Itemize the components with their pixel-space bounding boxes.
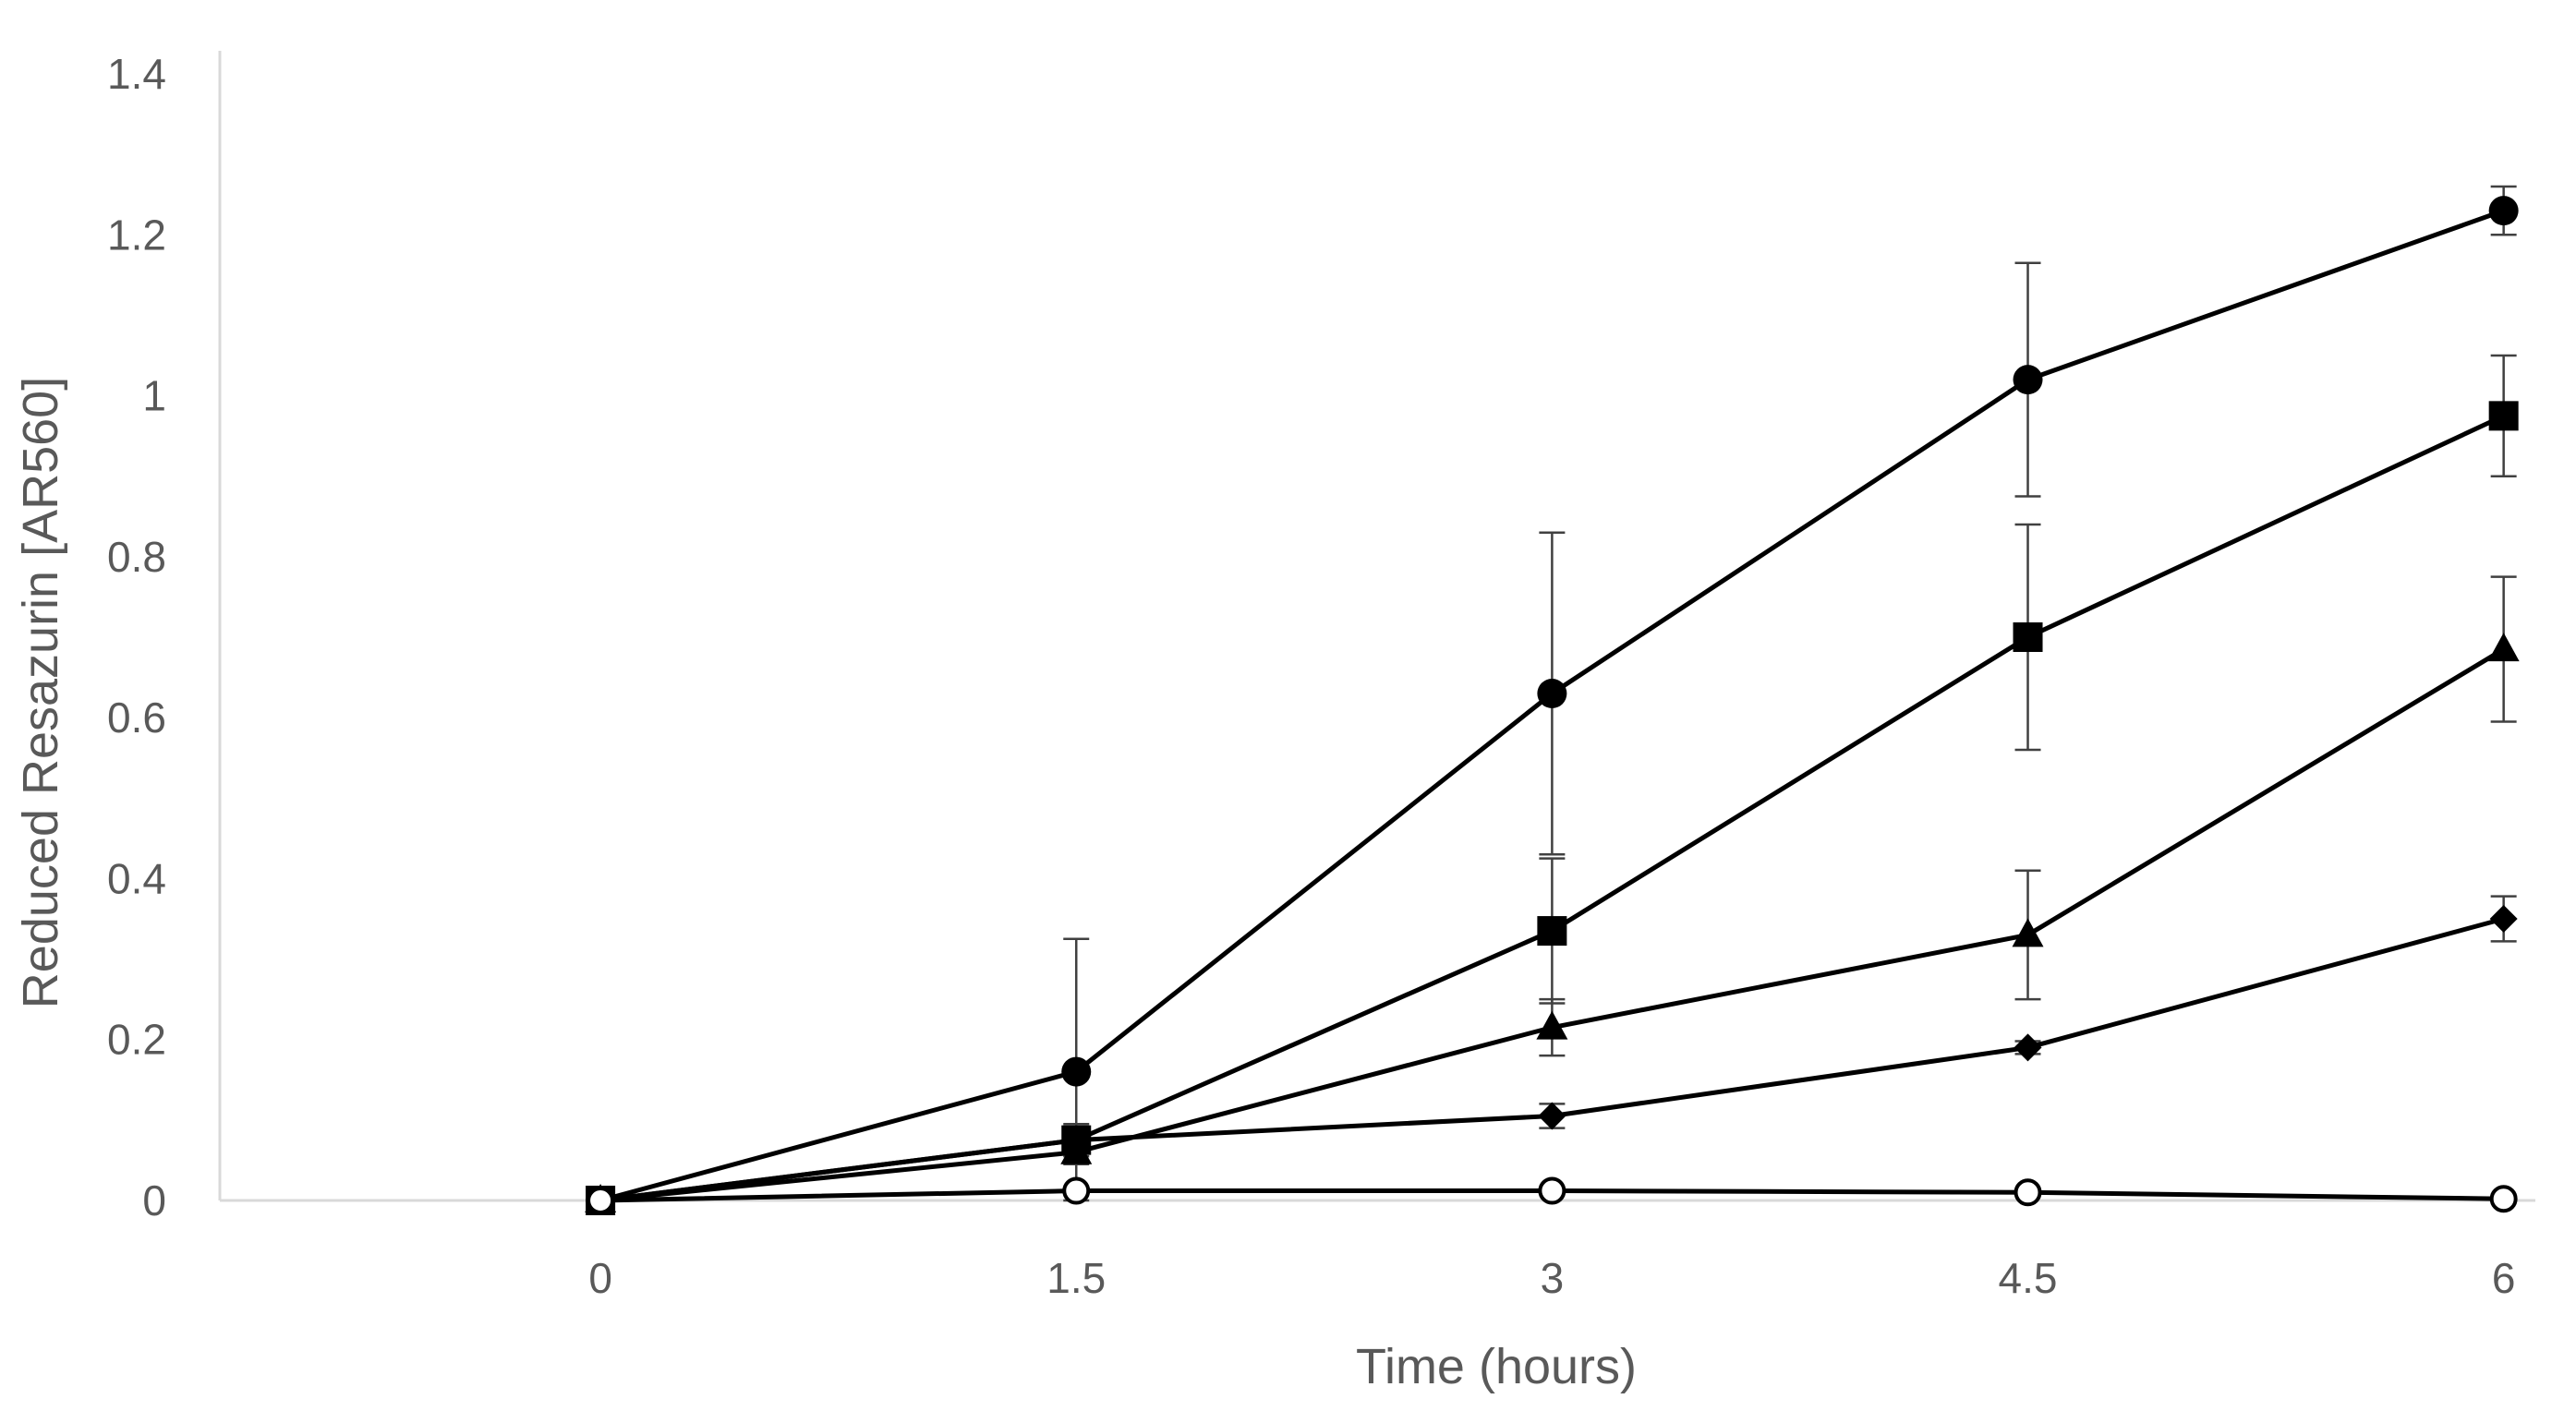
series-2-point xyxy=(1537,916,1567,947)
x-tick-labels: 0 1.5 3 4.5 6 xyxy=(588,1254,2515,1302)
series-5-point xyxy=(2489,1185,2518,1213)
y-tick-label: 0.4 xyxy=(107,854,166,902)
y-tick-label: 1.4 xyxy=(107,50,166,98)
x-axis-title: Time (hours) xyxy=(1356,1339,1637,1394)
series-2-point xyxy=(2488,401,2519,431)
series-5-point xyxy=(1538,1176,1566,1205)
series-1-point xyxy=(2013,365,2043,395)
axes xyxy=(218,51,2535,1202)
series-2-point xyxy=(2013,622,2043,652)
series-4-point xyxy=(1062,1126,1091,1154)
x-tick-label: 0 xyxy=(588,1254,612,1302)
series-markers xyxy=(585,196,2520,1215)
series-5-point xyxy=(587,1187,615,1214)
series-3-point xyxy=(2487,633,2520,662)
series-1-point xyxy=(1061,1056,1092,1087)
series-5-point xyxy=(1062,1176,1091,1205)
y-tick-label: 0 xyxy=(142,1176,166,1224)
series-1-point xyxy=(1537,679,1567,708)
y-tick-label: 0.8 xyxy=(107,533,166,581)
series-4-point xyxy=(2014,1033,2042,1062)
series-4-point xyxy=(2489,905,2518,933)
y-tick-label: 1 xyxy=(142,372,166,420)
x-tick-label: 6 xyxy=(2492,1254,2516,1302)
y-tick-label: 0.6 xyxy=(107,693,166,742)
series-3-point xyxy=(1536,1010,1568,1040)
y-tick-label: 1.2 xyxy=(107,211,166,259)
series-3-point xyxy=(2012,918,2044,947)
y-axis-title: Reduced Resazurin [AR560] xyxy=(13,377,68,1008)
x-tick-label: 4.5 xyxy=(1999,1254,2058,1302)
series-5-point xyxy=(2014,1178,2042,1207)
series-1-point xyxy=(2488,196,2519,226)
x-tick-label: 3 xyxy=(1541,1254,1565,1302)
x-tick-label: 1.5 xyxy=(1046,1254,1106,1302)
y-tick-label: 0.2 xyxy=(107,1016,166,1064)
series-4-point xyxy=(1538,1102,1566,1130)
y-tick-labels: 0 0.2 0.4 0.6 0.8 1 1.2 1.4 xyxy=(107,50,166,1224)
